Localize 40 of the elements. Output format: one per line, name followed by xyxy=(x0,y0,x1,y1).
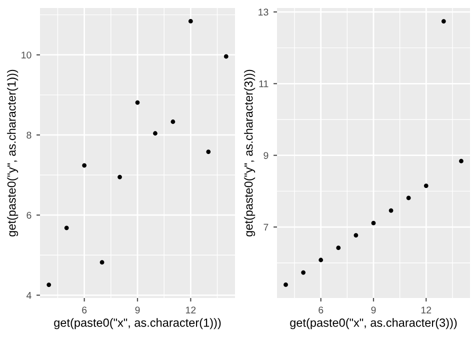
point xyxy=(118,174,122,180)
point xyxy=(135,100,140,105)
x-axis-title: get(paste0("x", as.character(1))) xyxy=(54,318,221,330)
y-tick-label: 7 xyxy=(264,224,268,231)
point xyxy=(284,282,288,287)
x-axis-title: get(paste0("x", as.character(3))) xyxy=(290,318,457,330)
point xyxy=(64,226,69,230)
point xyxy=(301,270,306,275)
point xyxy=(406,196,411,200)
y-tick-label: 6 xyxy=(26,212,32,219)
y-tick-label: 9 xyxy=(264,152,268,159)
x-tick-label: 12 xyxy=(186,306,196,314)
point xyxy=(153,131,158,136)
y-axis-title: get(paste0("y", as.character(3))) xyxy=(244,70,256,236)
point xyxy=(459,158,464,164)
point xyxy=(354,233,358,238)
point xyxy=(100,260,104,265)
point xyxy=(388,208,394,213)
point xyxy=(224,54,228,59)
point xyxy=(318,258,324,262)
y-axis-title: get(paste0("y", as.character(1))) xyxy=(7,70,18,236)
y-tick-label: 8 xyxy=(26,132,32,139)
point xyxy=(170,120,176,124)
x-tick-label: 9 xyxy=(135,306,140,314)
point xyxy=(371,220,376,226)
y-tick-label: 13 xyxy=(258,8,268,16)
point xyxy=(46,282,52,287)
point xyxy=(441,19,446,24)
x-tick-label: 6 xyxy=(82,306,87,314)
point xyxy=(206,150,211,154)
x-tick-label: 12 xyxy=(421,306,432,314)
point xyxy=(188,19,193,24)
x-tick-label: 9 xyxy=(371,306,376,314)
y-tick-label: 11 xyxy=(259,80,268,88)
point xyxy=(82,163,87,168)
y-tick-label: 4 xyxy=(26,292,32,299)
y-tick-label: 10 xyxy=(22,52,32,58)
point xyxy=(336,246,341,250)
x-tick-label: 6 xyxy=(318,306,324,314)
point xyxy=(424,184,428,188)
